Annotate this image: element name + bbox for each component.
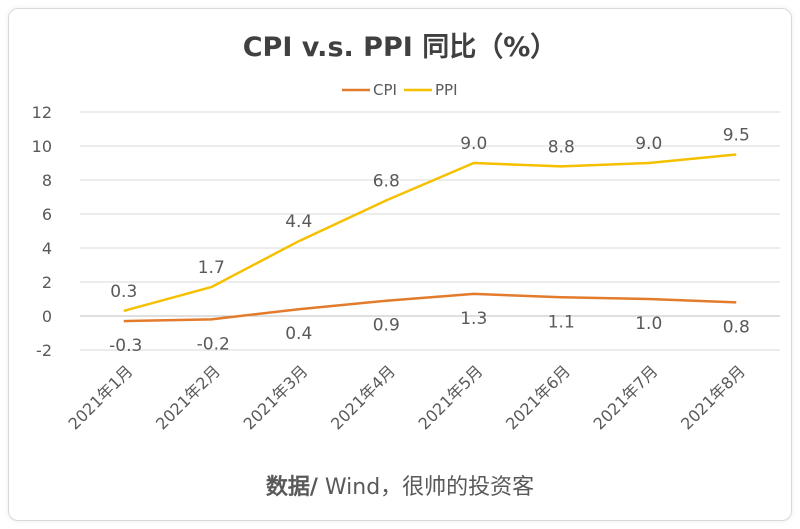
y-axis: -2 0 2 4 6 8 10 12 [32,103,52,360]
y-tick-label: 6 [42,205,52,224]
data-label-cpi: 0.4 [285,324,312,344]
legend: CPI PPI [342,81,458,99]
data-label-cpi: 0.8 [723,317,750,337]
source-text: Wind，很帅的投资客 [318,475,534,500]
x-tick-label: 2021年7月 [590,361,662,433]
source-prefix: 数据/ [266,474,319,500]
y-tick-label: -2 [36,341,52,360]
x-tick-label: 2021年3月 [240,361,312,433]
legend-label-ppi: PPI [435,81,458,99]
series-line-cpi [123,292,737,323]
data-label-ppi: 4.4 [285,212,312,232]
data-label-cpi: 1.0 [635,314,662,334]
series-layer [123,153,737,323]
data-label-ppi: 1.7 [198,258,225,278]
x-tick-label: 2021年2月 [152,361,224,433]
source-note: 数据/ Wind，很帅的投资客 [266,474,534,500]
y-tick-label: 8 [42,171,52,190]
data-label-cpi: 1.3 [460,309,487,329]
x-tick-label: 2021年1月 [65,361,137,433]
x-axis: 2021年1月 2021年2月 2021年3月 2021年4月 2021年5月 2021年… [65,361,750,433]
data-label-cpi: -0.2 [197,334,230,354]
x-tick-label: 2021年5月 [415,361,487,433]
y-tick-label: 12 [32,103,52,122]
x-tick-label: 2021年4月 [327,361,399,433]
y-tick-label: 2 [42,273,52,292]
data-label-ppi: 8.8 [548,137,575,157]
data-label-cpi: 1.1 [548,312,575,332]
x-tick-label: 2021年6月 [502,361,574,433]
y-tick-label: 0 [42,307,52,326]
data-label-cpi: 0.9 [373,316,400,336]
data-label-cpi: -0.3 [109,336,142,356]
data-label-ppi: 9.0 [635,134,662,154]
data-labels: -0.3 -0.2 0.4 0.9 1.3 1.1 1.0 0.8 0.3 1.7 4.4 6.8 9.… [109,126,750,357]
data-label-ppi: 9.5 [723,126,750,146]
series-line-ppi [123,153,737,313]
data-label-ppi: 6.8 [373,171,400,191]
data-label-ppi: 9.0 [460,134,487,154]
x-tick-label: 2021年8月 [677,361,749,433]
y-tick-label: 10 [32,137,52,156]
chart-title: CPI v.s. PPI 同比（%） [243,32,558,63]
gridlines [80,111,780,351]
y-tick-label: 4 [42,239,52,258]
legend-label-cpi: CPI [373,81,397,99]
chart-card [8,8,792,521]
data-label-ppi: 0.3 [110,282,137,302]
